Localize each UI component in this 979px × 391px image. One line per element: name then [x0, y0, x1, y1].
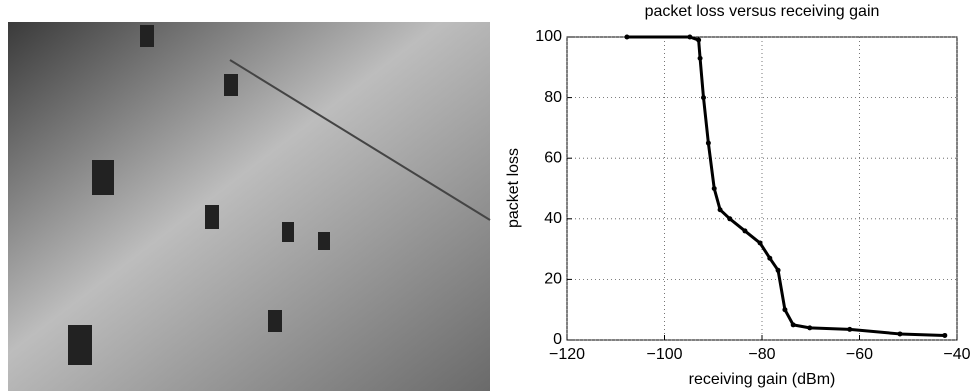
y-axis-label: packet loss	[505, 148, 522, 228]
x-tick-label: −100	[646, 346, 682, 363]
data-point	[767, 255, 773, 261]
data-line	[626, 35, 945, 337]
data-point	[701, 95, 706, 101]
x-tick-label: −40	[943, 346, 970, 363]
plot-area	[566, 36, 958, 341]
data-point	[711, 186, 717, 191]
data-point	[775, 267, 781, 273]
x-tick-label: −60	[846, 346, 873, 363]
y-tick-label: 100	[535, 28, 562, 45]
y-tick-label: 80	[544, 89, 562, 106]
data-point	[687, 34, 693, 40]
y-tick-label: 40	[544, 210, 562, 227]
data-point	[705, 140, 711, 146]
x-tick-label: −80	[748, 346, 775, 363]
chart-title: packet loss versus receiving gain	[645, 3, 880, 20]
data-point	[727, 216, 733, 222]
data-point	[847, 326, 853, 332]
data-point	[717, 207, 723, 213]
x-tick-label: −120	[549, 346, 585, 363]
photo	[8, 22, 491, 391]
data-point	[696, 37, 702, 43]
y-tick-label: 20	[544, 271, 562, 288]
x-axis-label: receiving gain (dBm)	[689, 371, 836, 388]
data-point	[790, 322, 796, 328]
data-point	[897, 331, 903, 337]
data-point	[782, 307, 788, 313]
data-point	[942, 332, 948, 338]
data-point	[742, 228, 748, 234]
data-point	[624, 34, 630, 40]
data-point	[807, 325, 813, 331]
y-tick-label: 0	[553, 331, 562, 348]
data-point	[757, 240, 763, 246]
y-tick-label: 60	[544, 149, 562, 166]
data-point	[697, 55, 703, 61]
